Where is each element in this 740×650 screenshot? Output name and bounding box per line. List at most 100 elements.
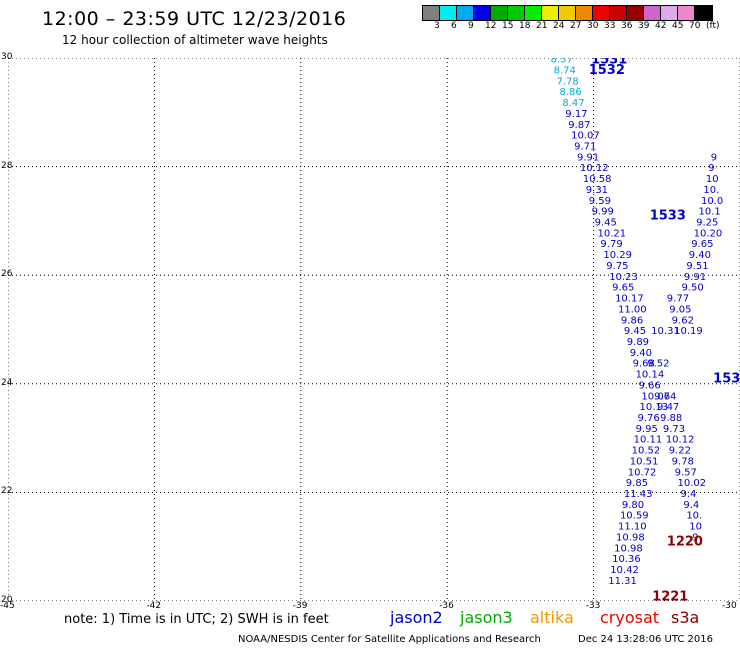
wave-height-value: 9.05 bbox=[669, 304, 691, 315]
wave-height-value: 10.0 bbox=[701, 196, 723, 207]
wave-height-value: 11.43 bbox=[624, 489, 653, 500]
track-label: 1221 bbox=[652, 590, 688, 601]
lat-tick-label: 26 bbox=[1, 269, 13, 280]
color-swatch bbox=[525, 6, 542, 20]
lon-tick-label: -42 bbox=[146, 601, 162, 611]
wave-height-value: 10.06 bbox=[641, 391, 670, 402]
wave-height-value: 9.78 bbox=[672, 456, 694, 467]
wave-height-value: 10.14 bbox=[636, 370, 665, 381]
wave-height-value: 9.45 bbox=[624, 326, 646, 337]
color-scale-label: 70 bbox=[689, 21, 701, 31]
wave-height-value: 11.31 bbox=[608, 576, 637, 587]
lon-tick-label: -36 bbox=[439, 601, 454, 611]
color-swatch bbox=[644, 6, 661, 20]
wave-height-value: 9.40 bbox=[630, 348, 652, 359]
wave-height-value: 9.77 bbox=[667, 294, 689, 305]
footer-credit: NOAA/NESDIS Center for Satellite Applica… bbox=[238, 634, 541, 645]
color-scale-label: 45 bbox=[672, 21, 684, 31]
wave-height-value: 8.86 bbox=[559, 87, 581, 98]
wave-height-value: 10.12 bbox=[580, 163, 609, 174]
wave-height-value: 9.52 bbox=[647, 359, 669, 370]
wave-height-value: 10.13 bbox=[639, 402, 668, 413]
color-scale-labels: 3 6 9 12 15 18 21 24 27 30 33 36 39 42 45 70 (ft) bbox=[422, 21, 740, 33]
wave-height-value: 10.23 bbox=[609, 272, 638, 283]
wave-height-value: 8.74 bbox=[554, 65, 576, 76]
legend-item: jason3 bbox=[460, 608, 513, 627]
wave-height-value: 10.07 bbox=[571, 131, 600, 142]
color-scale-bar bbox=[422, 5, 713, 21]
wave-height-value: 10.11 bbox=[634, 435, 663, 446]
color-swatch bbox=[559, 6, 576, 20]
color-swatch bbox=[695, 6, 712, 20]
wave-height-value: 9.22 bbox=[669, 446, 691, 457]
wave-height-value: 10.58 bbox=[583, 174, 612, 185]
wave-height-value: 9.91 bbox=[577, 152, 599, 163]
wave-height-value: 10.98 bbox=[616, 532, 645, 543]
color-swatch bbox=[457, 6, 474, 20]
lat-tick-label: 20 bbox=[1, 595, 13, 605]
wave-height-value: 10. bbox=[686, 511, 702, 522]
wave-height-value: 9.75 bbox=[606, 261, 628, 272]
color-scale-label: 33 bbox=[604, 21, 616, 31]
wave-height-value: 9.74 bbox=[654, 391, 676, 402]
wave-height-value: 9.87 bbox=[568, 120, 590, 131]
wave-height-value: 10 bbox=[689, 522, 702, 533]
legend-item: s3a bbox=[671, 608, 700, 627]
wave-height-value: 9.66 bbox=[638, 380, 660, 391]
color-swatch bbox=[610, 6, 627, 20]
lon-tick-label: -39 bbox=[292, 601, 308, 611]
wave-height-value: 9.4 bbox=[680, 489, 696, 500]
track-label: 1220 bbox=[667, 534, 703, 549]
wave-height-value: 9 bbox=[711, 152, 717, 163]
wave-height-value: 9.85 bbox=[626, 478, 648, 489]
wave-height-value: 9.76 bbox=[638, 413, 660, 424]
wave-height-value: 9.59 bbox=[589, 196, 611, 207]
wave-height-value: 9.91 bbox=[684, 272, 706, 283]
color-scale-label: 24 bbox=[553, 21, 565, 31]
color-scale-label: 39 bbox=[638, 21, 650, 31]
wave-height-value: 9.57 bbox=[675, 467, 697, 478]
color-swatch bbox=[491, 6, 508, 20]
wave-height-value: 10.42 bbox=[610, 565, 639, 576]
wave-height-value: 9.50 bbox=[681, 283, 703, 294]
lat-tick-label: 28 bbox=[1, 160, 13, 171]
wave-height-value: 10.21 bbox=[598, 228, 627, 239]
legend-item: cryosat bbox=[600, 608, 660, 627]
track-label: 1533 bbox=[650, 208, 686, 223]
wave-height-map: 8.378.747.788.868.479.179.8710.079.719.9… bbox=[8, 58, 740, 601]
wave-height-value: 10.52 bbox=[632, 446, 661, 457]
color-scale-label: 27 bbox=[570, 21, 582, 31]
wave-height-value: 8.37 bbox=[551, 58, 573, 66]
color-scale-label: 3 bbox=[434, 21, 440, 31]
units-note: note: 1) Time is in UTC; 2) SWH is in fe… bbox=[64, 612, 329, 627]
wave-height-value: 9.17 bbox=[565, 109, 587, 120]
wave-height-value: 9.62 bbox=[672, 315, 694, 326]
wave-height-value: 10.12 bbox=[666, 435, 695, 446]
color-scale-label: 42 bbox=[655, 21, 667, 31]
map-subtitle: 12 hour collection of altimeter wave hei… bbox=[62, 33, 328, 47]
wave-height-value: 10.36 bbox=[612, 554, 641, 565]
wave-height-value: 10.98 bbox=[614, 543, 643, 554]
track-label: 1531 bbox=[591, 58, 627, 68]
wave-height-value: 7.78 bbox=[557, 76, 579, 87]
legend-item: jason2 bbox=[390, 608, 443, 627]
map-title: 12:00 – 23:59 UTC 12/23/2016 bbox=[42, 8, 347, 30]
wave-height-value: 10.51 bbox=[630, 456, 659, 467]
color-swatch bbox=[678, 6, 695, 20]
color-swatch bbox=[474, 6, 491, 20]
footer-timestamp: Dec 24 13:28:06 UTC 2016 bbox=[578, 634, 713, 645]
color-scale-label: 9 bbox=[468, 21, 474, 31]
wave-height-value: 10.20 bbox=[694, 228, 723, 239]
wave-height-value: 9.99 bbox=[592, 207, 614, 218]
wave-height-value: 10 bbox=[706, 174, 719, 185]
lon-tick-label: -45 bbox=[0, 601, 15, 611]
wave-height-value: 11.00 bbox=[618, 304, 647, 315]
color-swatch bbox=[440, 6, 457, 20]
wave-height-value: 10.29 bbox=[603, 250, 632, 261]
color-swatch bbox=[593, 6, 610, 20]
wave-height-value: 11.10 bbox=[618, 522, 647, 533]
lat-tick-label: 30 bbox=[1, 52, 13, 62]
wave-height-value: 9 bbox=[708, 163, 714, 174]
wave-height-value: 9.68 bbox=[633, 359, 655, 370]
wave-height-value: 9.31 bbox=[586, 185, 608, 196]
